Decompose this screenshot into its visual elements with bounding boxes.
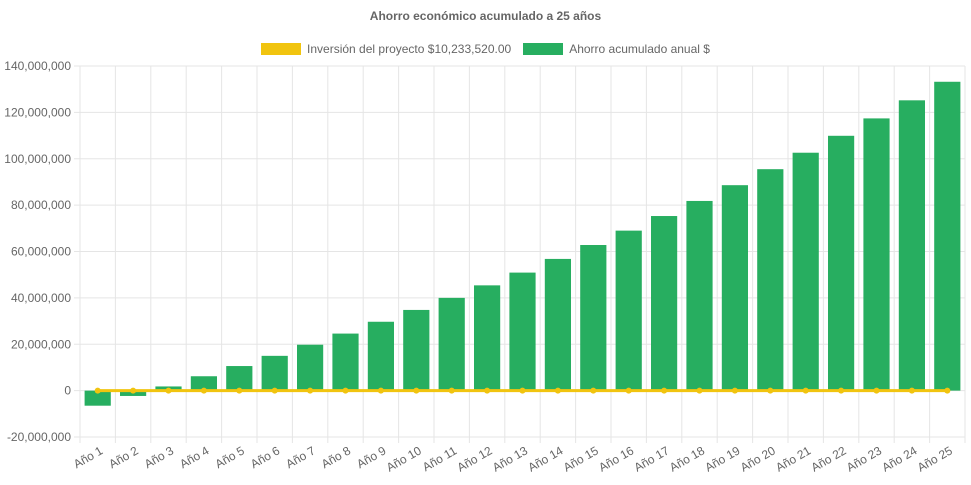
bar [757,169,784,391]
x-tick-label: Año 8 [319,443,353,471]
x-tick-label: Año 2 [106,443,140,471]
line-point [377,387,384,394]
y-tick-label: 60,000,000 [11,245,71,259]
line-point [944,387,951,394]
x-tick-label: Año 11 [420,443,459,474]
x-tick-label: Año 4 [177,443,211,471]
line-point [696,387,703,394]
x-tick-label: Año 3 [142,443,176,471]
x-tick-label: Año 9 [354,443,388,471]
x-tick-label: Año 18 [667,443,707,474]
bar [438,297,465,391]
y-tick-label: 120,000,000 [4,105,71,119]
x-tick-label: Año 14 [525,443,565,474]
x-tick-label: Año 23 [844,443,884,474]
bar [863,118,890,391]
line-point [130,387,137,394]
line-point [448,387,455,394]
y-tick-label: 100,000,000 [4,152,71,166]
x-tick-label: Año 12 [455,443,495,474]
bar [721,185,748,391]
x-tick-label: Año 16 [596,443,636,474]
line-point [519,387,526,394]
line-point [165,387,172,394]
x-tick-label: Año 5 [213,443,247,471]
bar [651,216,678,391]
x-tick-label: Año 19 [702,443,742,474]
y-tick-label: 20,000,000 [11,337,71,351]
bar [509,272,536,391]
bar [615,230,642,391]
bar [297,344,324,391]
line-point [484,387,491,394]
x-tick-label: Año 22 [809,443,849,474]
line-point [908,387,915,394]
line-point [342,387,349,394]
chart-title: Ahorro económico acumulado a 25 años [369,9,602,23]
line-point [413,387,420,394]
line-point [200,387,207,394]
x-tick-label: Año 6 [248,443,282,471]
y-tick-label: 80,000,000 [11,198,71,212]
y-tick-label: 140,000,000 [4,59,71,73]
bar [190,376,217,391]
y-tick-label: 0 [64,384,71,398]
x-tick-label: Año 21 [773,443,813,474]
x-tick-label: Año 10 [384,443,424,474]
bar [544,258,571,391]
bar [403,309,430,391]
x-tick-label: Año 1 [71,443,105,471]
line-point [661,387,668,394]
bar [580,245,607,391]
legend-swatch-savings [523,43,564,55]
bar [332,333,359,391]
bar [367,321,394,391]
bar [828,135,855,391]
line-point [625,387,632,394]
x-tick-label: Año 15 [561,443,601,474]
bar [226,366,253,391]
line-point [236,387,243,394]
y-tick-label: 40,000,000 [11,291,71,305]
line-point [731,387,738,394]
bar [474,285,501,391]
legend-swatch-investment [261,43,302,55]
bar [686,200,713,391]
bar [261,355,288,391]
x-tick-label: Año 13 [490,443,530,474]
line-point [554,387,561,394]
x-tick-label: Año 7 [283,443,317,471]
bar [934,81,961,391]
line-point [94,387,101,394]
line-point [307,387,314,394]
bar [84,390,111,406]
line-point [271,387,278,394]
x-tick-label: Año 25 [915,443,955,474]
line-point [802,387,809,394]
line-point [767,387,774,394]
legend-label-investment: Inversión del proyecto $10,233,520.00 [307,42,512,56]
bar [792,152,819,391]
bar [898,100,925,391]
x-tick-label: Año 20 [738,443,778,474]
legend-label-savings: Ahorro acumulado anual $ [569,42,710,56]
line-point [838,387,845,394]
line-point [873,387,880,394]
line-point [590,387,597,394]
legend: Inversión del proyecto $10,233,520.00 Ah… [0,42,971,56]
x-tick-label: Año 24 [879,443,919,474]
x-tick-label: Año 17 [632,443,672,474]
y-tick-label: -20,000,000 [7,430,71,444]
legend-item-investment[interactable]: Inversión del proyecto $10,233,520.00 [261,42,511,56]
legend-item-savings[interactable]: Ahorro acumulado anual $ [523,42,710,56]
